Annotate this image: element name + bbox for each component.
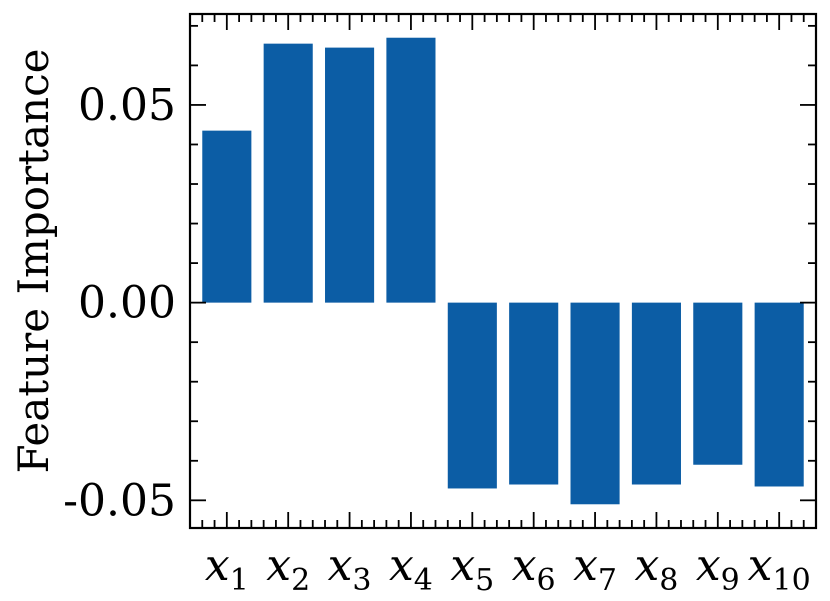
y-tick-label: 0.05 <box>78 80 176 131</box>
x-tick-label: x4 <box>389 540 433 598</box>
x-tick-label: x2 <box>266 540 310 598</box>
x-tick-label: x9 <box>696 540 740 598</box>
bar-x10 <box>754 302 804 487</box>
x-tick-label: x10 <box>748 540 811 598</box>
bar-x1 <box>202 130 252 303</box>
bar-x2 <box>263 43 313 303</box>
bar-x9 <box>693 302 743 465</box>
y-tick-labels-group: -0.05 0.00 0.05 <box>63 80 176 526</box>
x-tick-label: x8 <box>634 540 678 598</box>
major-ticks-group <box>190 14 816 528</box>
bar-x3 <box>325 47 375 303</box>
y-tick-label: -0.05 <box>63 475 176 526</box>
x-tick-labels-group: x1 x2 x3 x4 x5 x6 x7 x8 x9 x10 <box>205 540 811 598</box>
x-tick-label: x3 <box>328 540 372 598</box>
plot-frame <box>188 12 818 530</box>
bar-x5 <box>447 302 497 489</box>
x-tick-label: x1 <box>205 540 249 598</box>
bar-x8 <box>631 302 681 485</box>
x-tick-label: x7 <box>573 540 617 598</box>
y-axis-label: Feature Importance <box>9 49 58 474</box>
minor-ticks-group <box>190 14 816 528</box>
bar-x7 <box>570 302 620 505</box>
bar-x6 <box>509 302 559 485</box>
x-tick-label: x6 <box>512 540 556 598</box>
bars-group <box>202 37 804 505</box>
y-tick-label: 0.00 <box>78 278 176 329</box>
bar-x4 <box>386 37 436 303</box>
x-tick-label: x5 <box>450 540 494 598</box>
